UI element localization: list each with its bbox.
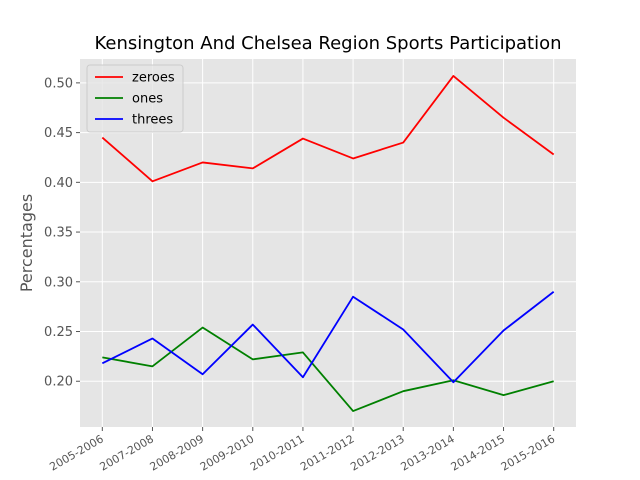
series-line-threes — [101, 291, 555, 384]
x-tick-label: 2015-2016 — [499, 432, 557, 473]
legend-label-zeroes: zeroes — [132, 71, 175, 86]
y-axis-ticks: 0.20 0.25 0.30 0.35 0.40 0.45 0.50 — [44, 76, 80, 390]
y-tick-label: 0.35 — [44, 226, 73, 241]
x-tick-label: 2013-2014 — [398, 432, 456, 473]
x-tick-label: 2012-2013 — [348, 432, 406, 473]
x-tick-label: 2008-2009 — [148, 432, 206, 473]
y-tick-label: 0.40 — [44, 176, 73, 191]
x-tick-label: 2009-2010 — [198, 432, 256, 473]
y-tick-label: 0.45 — [44, 126, 73, 141]
y-tick-label: 0.50 — [44, 76, 73, 91]
legend: zeroes ones threes — [86, 64, 184, 133]
x-axis-ticks: 2005-20062007-20082008-20092009-20102010… — [47, 427, 557, 474]
legend-label-ones: ones — [132, 92, 163, 107]
y-tick-label: 0.20 — [44, 375, 73, 390]
legend-box — [86, 64, 184, 133]
y-axis-label: Percentages — [17, 194, 36, 292]
series-line-zeroes — [101, 75, 555, 183]
x-tick-label: 2011-2012 — [298, 432, 356, 473]
x-tick-label: 2010-2011 — [248, 432, 306, 473]
x-tick-label: 2007-2008 — [98, 432, 156, 473]
x-tick-label: 2014-2015 — [449, 432, 507, 473]
y-tick-label: 0.25 — [44, 325, 73, 340]
chart-title: Kensington And Chelsea Region Sports Par… — [94, 33, 561, 54]
legend-label-threes: threes — [132, 113, 173, 128]
series-line-ones — [102, 326, 554, 412]
y-tick-label: 0.30 — [44, 275, 73, 290]
series-lines — [101, 75, 555, 412]
x-tick-label: 2005-2006 — [47, 432, 105, 473]
